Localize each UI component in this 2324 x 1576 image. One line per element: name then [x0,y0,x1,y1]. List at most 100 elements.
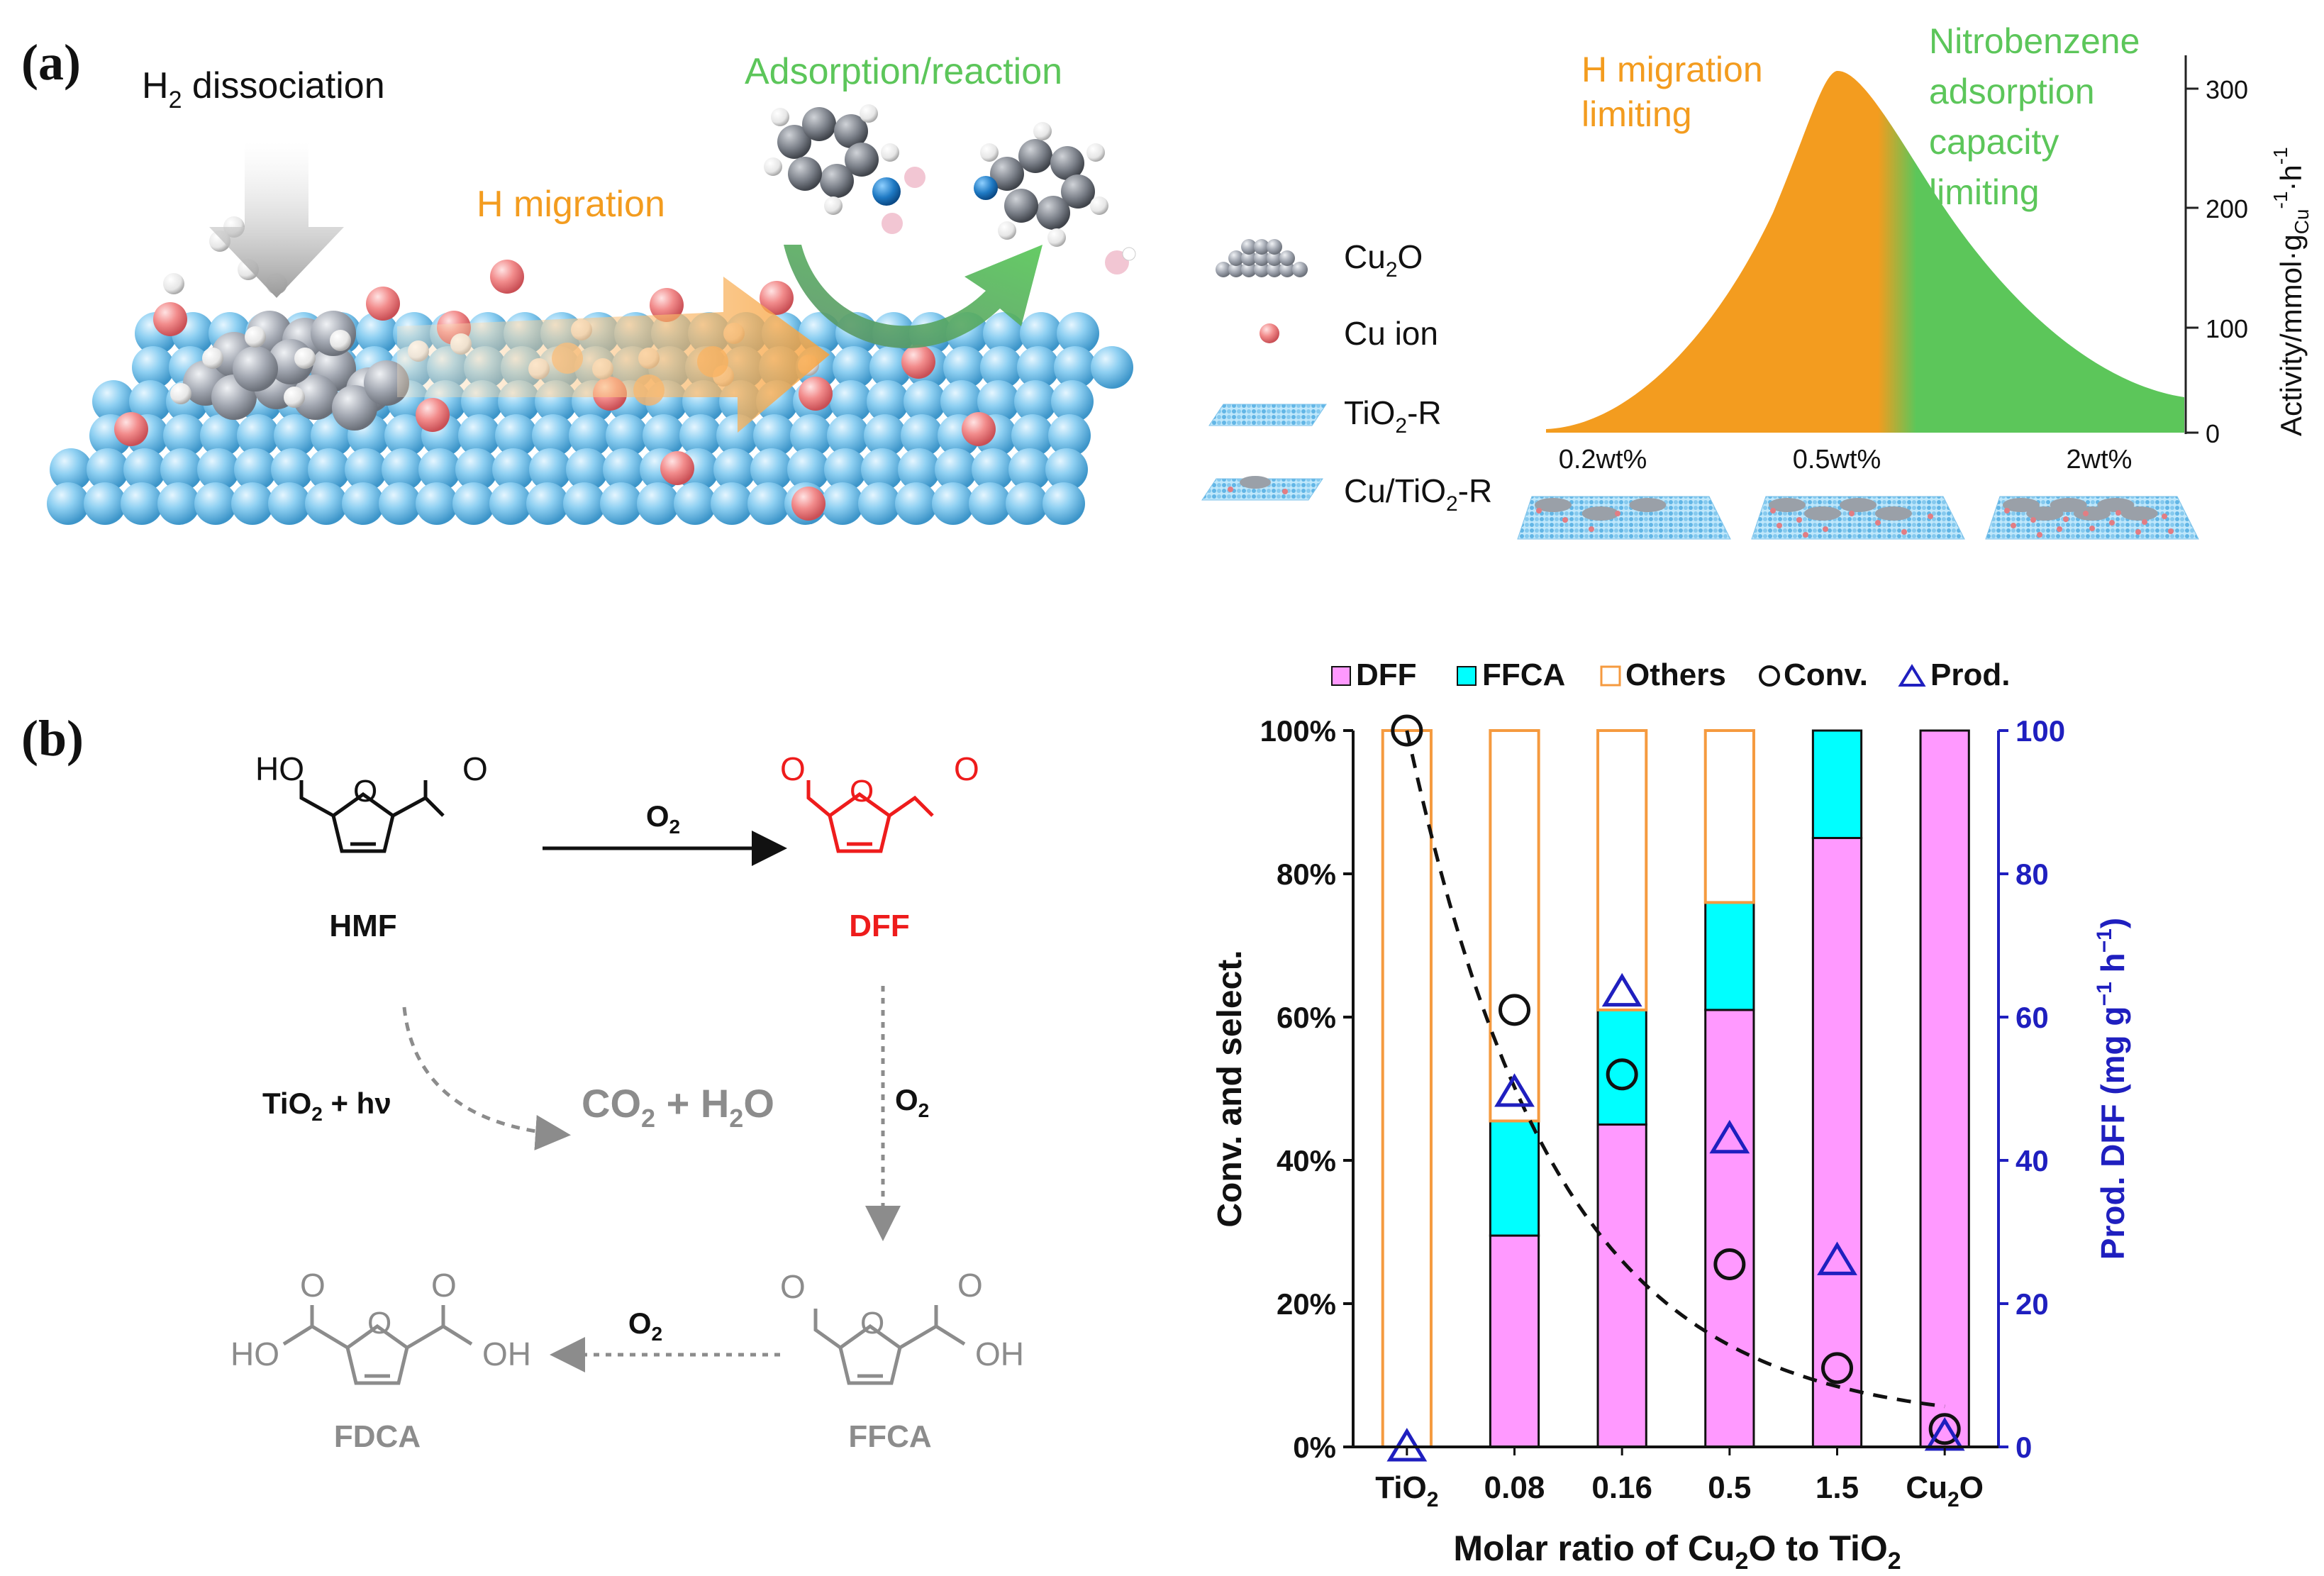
hmf-label: HMF [329,909,396,943]
cu-ion-dot [2168,528,2174,534]
bar-others-2 [1596,729,1648,1011]
tio2-atom [308,448,350,491]
carbon-atom [802,107,836,141]
tio2-atom [821,482,864,525]
cu2o-legend-atom [1241,262,1257,277]
oxygen-atom [904,167,925,188]
carbon-atom [1050,146,1084,180]
cu2o-legend-atom [1228,262,1244,277]
tio2-atom [898,448,940,491]
productivity-marker-4 [1817,1241,1857,1275]
tio2-atom [1051,380,1094,423]
tio2-atom [157,482,200,525]
tio2-atom [935,448,977,491]
tio2-atom [679,414,722,457]
legend-conv-marker [1759,665,1780,687]
cu2o-cluster-atom [233,346,278,392]
cu-ion-atom [799,377,833,411]
tio2-atom [526,482,569,525]
cu-ion-dot [1928,514,1933,519]
cu2o-cluster-atom [332,385,377,431]
tio2-atom [606,414,648,457]
tio2-atom [305,482,348,525]
tio2-atom [869,346,912,389]
right-y-tick-label-2: 40 [2016,1144,2049,1177]
cu-ion-dot [1901,529,1907,535]
dff-label: DFF [849,909,910,943]
h-migration-limiting-line1: H migration [1581,50,1763,89]
hmf-structure: HO O O [255,750,488,853]
loading-label-2: 2wt% [2067,445,2133,475]
tio2-atom [129,380,172,423]
cu2o-cluster [2003,498,2040,512]
cu-tio2-r-slab-icon [1201,476,1323,501]
chart-markers [1386,714,1965,1462]
legend-others-swatch [1600,665,1621,687]
right-y-tick-label-5: 100 [2016,714,2065,748]
dff-structure: O O O [780,750,979,853]
cu2o-cluster [1804,506,1841,521]
tio2-atom [972,448,1014,491]
tio2-atom [84,482,126,525]
cu2o-cluster [1769,498,1806,512]
adsorption-arrow-icon [784,245,1043,348]
activity-tick-200: 200 [2206,194,2248,223]
ffca-hydroxyl-label: OH [975,1336,1024,1372]
tio2-atom [827,414,869,457]
cu2o-legend-label: Cu2O [1344,238,1423,282]
panel-b-label: (b) [21,710,84,767]
cu2o-legend-atom [1254,239,1269,255]
tio2-atom [867,380,909,423]
ffca-structure: O O O OH [780,1267,1024,1385]
tio2-atom [1006,482,1048,525]
tio2-atom [1045,448,1088,491]
tio2-atom [747,482,790,525]
tio2-atom [566,448,608,491]
tio2-atom [345,448,387,491]
hydrogen-atom [1047,228,1066,247]
tio2-atom [569,414,611,457]
tio2-atom [163,414,206,457]
tio2-atom [980,346,1023,389]
cu2o-cluster [1581,506,1619,521]
tio2-atom [861,448,904,491]
cu-ion-dot [2135,529,2141,535]
cu-ion-legend-label: Cu ion [1344,315,1438,352]
conversion-marker-1 [1499,994,1530,1026]
tio2-atom [200,414,243,457]
nitrobenzene-note-line3: capacity [1929,122,2059,162]
tio2-atom [132,346,174,389]
tio2-atom [1043,482,1085,525]
left-y-tick-label-3: 60% [1277,1001,1336,1034]
x-tick-label-2: 0.16 [1591,1470,1652,1505]
hydrogen-atom [771,108,789,126]
carbon-atom [777,125,811,159]
cu2o-cluster [2097,498,2135,512]
bar-dff-4 [1811,837,1863,1448]
fdca-right-oxygen-label: O [431,1267,457,1304]
tio2-atom [787,448,830,491]
cu-ion-dot [1589,526,1594,532]
x-tick-label-5: Cu2O [1906,1470,1984,1511]
cu-ion-icon [1260,323,1279,343]
hydrogen-atom [1086,143,1105,162]
productivity-marker-2 [1601,972,1642,1007]
legend-ffca-swatch [1457,666,1477,686]
x-tick-label-0: TiO2 [1375,1470,1438,1511]
right-y-tick-label-0: 0 [2016,1431,2032,1464]
nitrobenzene-note-line1: Nitrobenzene [1929,21,2140,61]
co2-h2o-label: CO2 + H2O [582,1081,774,1133]
cu-ion-atom [660,451,694,485]
tio2-atom [904,380,946,423]
cu2o-cluster [2026,506,2064,521]
cu-ion-dot [2030,517,2036,523]
tio2-atom [713,448,756,491]
hydrogen-atom [1033,122,1052,140]
bar-ffca-1 [1489,1119,1540,1237]
h-migration-arrow-icon [397,277,830,433]
tio2-atom [940,380,983,423]
hydrogen-atom [245,326,266,348]
tio2-atom [92,380,135,423]
tio2-atom [1017,346,1060,389]
cu-ion-atom [791,487,825,521]
